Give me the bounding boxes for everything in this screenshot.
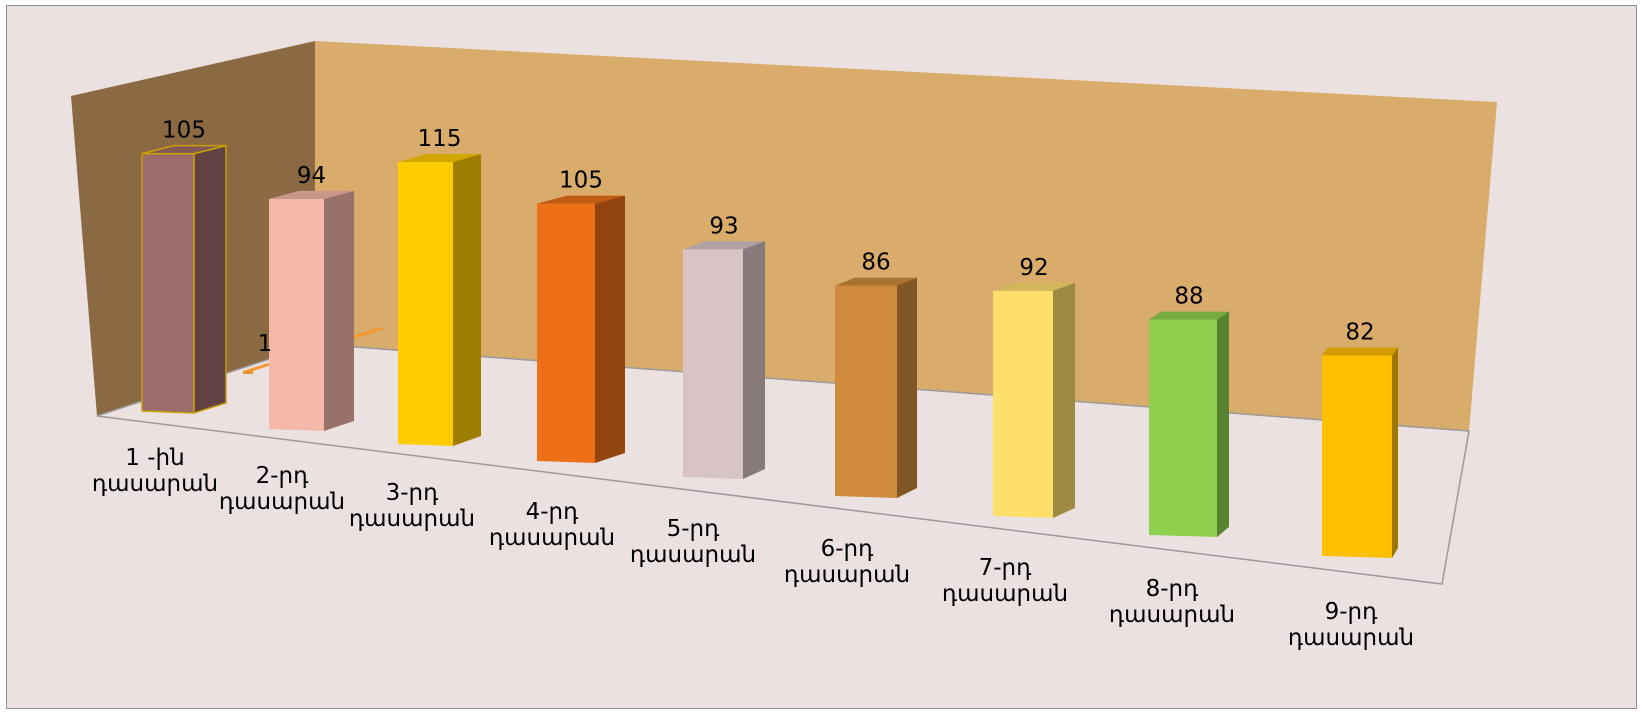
category-label: դասարան (630, 542, 756, 568)
category-label: 2-րդ (256, 463, 310, 489)
bar-top (1149, 311, 1229, 320)
bar-side (324, 190, 354, 431)
category-label: 8-րդ (1146, 576, 1200, 602)
bar-side (595, 195, 625, 463)
category-label: դասարան (349, 506, 475, 532)
bar (835, 277, 917, 498)
category-label: դասարան (489, 525, 615, 551)
category-label: 3-րդ (386, 480, 440, 506)
category-label: դասարան (942, 581, 1068, 607)
bar-side (453, 153, 481, 446)
bar-top (141, 144, 227, 155)
bar (141, 144, 227, 415)
category-label: դասարան (219, 489, 345, 515)
bar-side (1217, 311, 1229, 537)
bar (1149, 311, 1229, 537)
value-label: 88 (1174, 284, 1203, 310)
bar-side (1392, 347, 1398, 558)
bar-top (683, 241, 765, 250)
category-label: 7-րդ (979, 555, 1033, 581)
value-label: 105 (162, 118, 206, 144)
bar-top (993, 282, 1075, 291)
category-label: 4-րդ (526, 499, 580, 525)
category-label: 1 -ին (125, 445, 184, 471)
bar-front (993, 290, 1053, 518)
bar (269, 190, 354, 431)
value-label: 93 (709, 213, 738, 239)
category-label: 5-րդ (667, 516, 721, 542)
bar-front (537, 203, 595, 463)
value-label: 105 (559, 168, 603, 194)
chart-bars (141, 144, 1398, 558)
bar-top (1322, 347, 1398, 356)
bar-front (1322, 355, 1392, 558)
value-label: 115 (418, 126, 462, 152)
bar-front (835, 285, 897, 498)
bar-side (897, 277, 917, 498)
value-label: 82 (1345, 319, 1374, 345)
bar-side (743, 241, 765, 479)
bar-front (269, 198, 324, 431)
bar-top (398, 153, 481, 162)
bar (398, 153, 481, 446)
category-label: դասարան (1109, 602, 1235, 628)
bar (537, 195, 625, 463)
bar (1322, 347, 1398, 558)
series2-bar-front (243, 371, 253, 374)
bar-side (193, 144, 227, 415)
bar (683, 241, 765, 479)
bar (993, 282, 1075, 518)
category-label: դասարան (1288, 625, 1414, 651)
bar-front (1149, 319, 1217, 537)
category-label: դասարան (784, 562, 910, 588)
bar-side (1053, 282, 1075, 518)
bar-front (398, 161, 453, 446)
value-label-series2: 1 (258, 331, 273, 357)
chart-frame: 1 105 94 115 105 93 86 92 88 82 1 -ին դասարան 2-րդ դ… (6, 5, 1637, 709)
value-label: 86 (861, 250, 890, 276)
bar-top (537, 195, 625, 204)
bar-top (269, 190, 354, 199)
bar-front (141, 152, 195, 414)
value-label: 92 (1019, 255, 1048, 281)
bar-front (683, 249, 743, 479)
category-label: 6-րդ (821, 536, 875, 562)
category-label: 9-րդ (1325, 599, 1379, 625)
value-labels: 1 105 94 115 105 93 86 92 88 82 (162, 118, 1375, 357)
value-label: 94 (297, 163, 326, 189)
bar-top (835, 277, 917, 286)
category-label: դասարան (92, 471, 218, 497)
